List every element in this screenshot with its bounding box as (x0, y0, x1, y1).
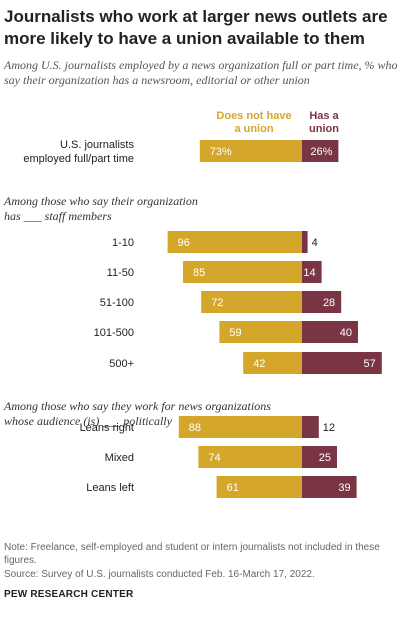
value-label-no-union: 61 (227, 482, 239, 494)
bar-has-union (302, 261, 322, 283)
row-label: 51-100 (100, 297, 134, 309)
chart-title: Journalists who work at larger news outl… (4, 7, 388, 48)
legend-label-no-union: Does not have (216, 110, 291, 122)
bar-has-union (302, 352, 382, 374)
row-label: Leans left (86, 482, 134, 494)
value-label-no-union: 88 (189, 422, 201, 434)
row-label: employed full/part time (23, 153, 134, 165)
value-label-has-union: 4 (312, 237, 318, 249)
bar-no-union (216, 476, 302, 498)
value-label-no-union: 85 (193, 267, 205, 279)
value-label-no-union: 74 (208, 452, 220, 464)
bar-has-union (302, 476, 357, 498)
row-label: Mixed (105, 452, 134, 464)
bar-has-union (302, 291, 342, 313)
group-title: Among those who say their organization (3, 194, 198, 208)
group-title: Among those who say they work for news o… (3, 399, 271, 413)
value-label-has-union: 40 (340, 327, 352, 339)
value-label-has-union: 25 (319, 452, 331, 464)
row-label: 1-10 (112, 237, 134, 249)
footer-credit: PEW RESEARCH CENTER (4, 589, 134, 600)
value-label-no-union: 42 (253, 358, 265, 370)
bar-no-union (167, 231, 302, 253)
value-label-has-union: 14 (303, 267, 315, 279)
value-label-has-union: 28 (323, 297, 335, 309)
row-label: Leans right (80, 422, 134, 434)
legend-label-has-union: Has a (309, 110, 339, 122)
bar-no-union (178, 416, 302, 438)
value-label-no-union: 59 (229, 327, 241, 339)
bar-no-union (219, 321, 302, 343)
legend-label-no-union: a union (234, 123, 273, 135)
bar-no-union (199, 140, 302, 162)
chart-source: Source: Survey of U.S. journalists condu… (4, 569, 315, 580)
value-label-no-union: 72 (211, 297, 223, 309)
bar-has-union (302, 231, 308, 253)
value-label-has-union: 12 (323, 422, 335, 434)
bar-has-union (302, 321, 358, 343)
row-label: U.S. journalists (60, 139, 134, 151)
bar-no-union (183, 261, 302, 283)
bar-has-union (302, 446, 337, 468)
row-label: 500+ (109, 358, 134, 370)
bar-has-union (302, 140, 339, 162)
bar-no-union (198, 446, 302, 468)
value-label-has-union: 57 (364, 358, 376, 370)
value-label-has-union: 26% (310, 146, 332, 158)
bar-has-union (302, 416, 319, 438)
chart-subtitle: Among U.S. journalists employed by a new… (4, 58, 398, 87)
bar-no-union (201, 291, 302, 313)
group-title: has ___ staff members (4, 209, 112, 223)
value-label-no-union: 73% (210, 146, 232, 158)
row-label: 101-500 (94, 327, 134, 339)
group-title: whose audience (is) ___ politically (4, 414, 173, 428)
bar-no-union (243, 352, 302, 374)
value-label-no-union: 96 (178, 237, 190, 249)
chart-note: Note: Freelance, self-employed and stude… (4, 542, 380, 566)
legend-label-has-union: union (309, 123, 339, 135)
row-label: 11-50 (107, 267, 134, 279)
value-label-has-union: 39 (338, 482, 350, 494)
